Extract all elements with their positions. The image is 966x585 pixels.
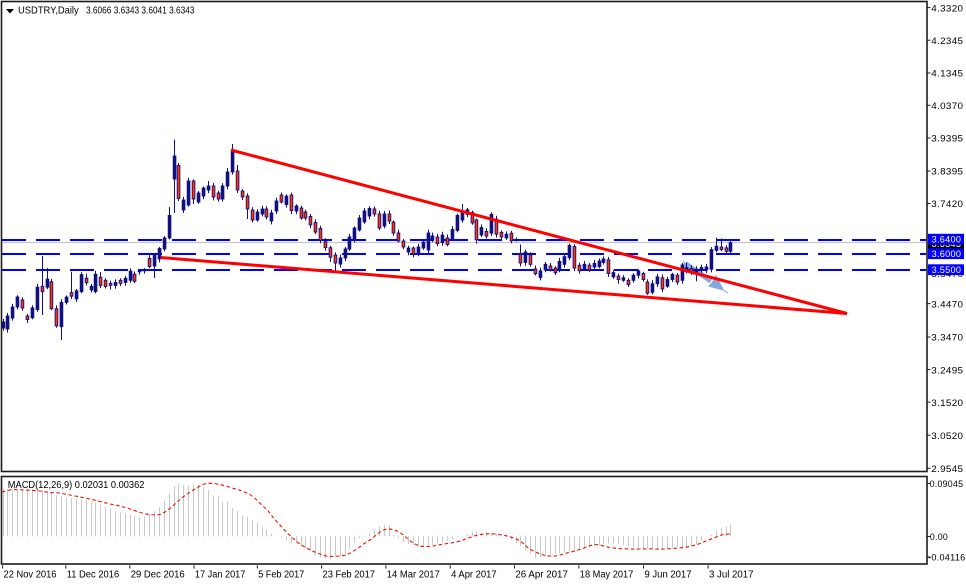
svg-text:18 May 2017: 18 May 2017 (580, 569, 634, 580)
svg-text:4.3320: 4.3320 (931, 3, 963, 14)
svg-text:3.6066 3.6343 3.6041 3.6343: 3.6066 3.6343 3.6041 3.6343 (86, 6, 195, 17)
svg-text:3.6400: 3.6400 (932, 235, 962, 246)
svg-text:3.6000: 3.6000 (932, 249, 962, 260)
svg-text:9 Jun 2017: 9 Jun 2017 (645, 569, 692, 580)
svg-text:4.0370: 4.0370 (931, 101, 963, 112)
svg-text:26 Apr 2017: 26 Apr 2017 (515, 569, 568, 580)
svg-text:4.1345: 4.1345 (931, 69, 963, 80)
svg-text:4.2345: 4.2345 (931, 36, 963, 47)
svg-text:22 Nov 2016: 22 Nov 2016 (4, 569, 57, 580)
svg-text:2.9545: 2.9545 (931, 464, 963, 475)
svg-text:3.7420: 3.7420 (931, 199, 963, 210)
svg-text:3.2495: 3.2495 (931, 365, 963, 376)
svg-text:3.4470: 3.4470 (931, 299, 963, 310)
svg-text:4 Apr 2017: 4 Apr 2017 (451, 569, 497, 580)
svg-text:3 Jul 2017: 3 Jul 2017 (709, 569, 754, 580)
svg-text:29 Dec 2016: 29 Dec 2016 (131, 569, 185, 580)
svg-text:-0.04116: -0.04116 (928, 553, 966, 564)
svg-text:5 Feb 2017: 5 Feb 2017 (258, 569, 304, 580)
svg-text:14 Mar 2017: 14 Mar 2017 (387, 569, 440, 580)
svg-text:3.1520: 3.1520 (931, 398, 963, 409)
svg-text:17 Jan 2017: 17 Jan 2017 (195, 569, 246, 580)
svg-text:3.9395: 3.9395 (931, 134, 963, 145)
svg-text:3.5500: 3.5500 (932, 265, 962, 276)
svg-text:3.0520: 3.0520 (931, 431, 963, 442)
svg-text:11 Dec 2016: 11 Dec 2016 (67, 569, 120, 580)
svg-text:0.00: 0.00 (930, 532, 948, 543)
svg-text:0.09045: 0.09045 (930, 479, 964, 490)
svg-text:23 Feb 2017: 23 Feb 2017 (323, 569, 376, 580)
svg-text:USDTRY,Daily: USDTRY,Daily (18, 6, 79, 17)
svg-text:3.8395: 3.8395 (931, 167, 963, 178)
svg-text:MACD(12,26,9) 0.02031 0.00362: MACD(12,26,9) 0.02031 0.00362 (8, 480, 145, 491)
svg-text:3.3470: 3.3470 (931, 333, 963, 344)
